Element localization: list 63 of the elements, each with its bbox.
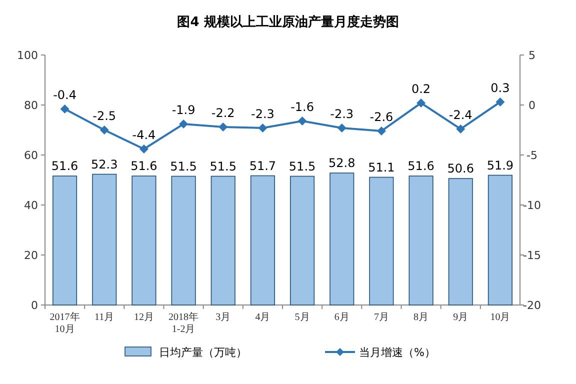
y-tick-label: 40 bbox=[24, 199, 38, 212]
point bbox=[258, 124, 268, 132]
data-label: -2.2 bbox=[211, 106, 235, 120]
data-label: -2.5 bbox=[92, 109, 116, 123]
point bbox=[496, 98, 505, 106]
point bbox=[376, 126, 386, 136]
point bbox=[337, 124, 346, 132]
x-tick-label: 8月 bbox=[414, 312, 429, 323]
y-tick-label: 100 bbox=[17, 49, 38, 62]
x-tick-label: 9月 bbox=[453, 312, 468, 323]
point bbox=[416, 98, 426, 108]
chart-title: 图4 规模以上工业原油产量月度走势图 bbox=[177, 14, 399, 30]
y-tick-label: 0 bbox=[31, 299, 38, 312]
data-label: 51.5 bbox=[210, 159, 236, 174]
x-tick-label: 2018年 1-2月 bbox=[168, 311, 199, 335]
x-tick-label: 7月 bbox=[374, 312, 389, 323]
data-label: 0.3 bbox=[490, 81, 510, 95]
data-label: -2.4 bbox=[448, 108, 472, 122]
y-tick-label: 20 bbox=[24, 249, 38, 262]
y2-tick-label: -5 bbox=[526, 149, 538, 162]
x-tick-label: 12月 bbox=[134, 312, 154, 323]
y2-tick-label: -15 bbox=[523, 249, 541, 262]
data-label: 50.6 bbox=[447, 162, 474, 176]
point bbox=[60, 104, 70, 114]
y2-tick-label: -10 bbox=[523, 199, 541, 212]
data-label: 51.5 bbox=[170, 159, 197, 174]
y2-tick-label: 5 bbox=[528, 49, 536, 62]
y2-tick-label: -20 bbox=[523, 299, 541, 312]
point bbox=[218, 122, 228, 132]
data-label: 0.2 bbox=[411, 82, 431, 96]
data-label: 52.8 bbox=[328, 156, 356, 170]
data-label: -2.3 bbox=[250, 107, 274, 121]
point bbox=[139, 144, 148, 154]
x-tick-label: 2017年 10月 bbox=[50, 311, 80, 335]
data-label: -1.9 bbox=[172, 103, 196, 117]
point bbox=[100, 126, 109, 134]
data-label: 51.9 bbox=[486, 158, 514, 172]
data-label: 51.6 bbox=[130, 159, 158, 173]
x-tick-label: 4月 bbox=[255, 312, 270, 323]
x-tick-label: 5月 bbox=[294, 312, 310, 323]
data-label: -2.6 bbox=[370, 110, 394, 124]
y-tick-label: 80 bbox=[24, 99, 38, 112]
x-tick-label: 11月 bbox=[94, 312, 114, 323]
x-tick-label: 3月 bbox=[216, 312, 231, 323]
data-label: 51.5 bbox=[288, 159, 316, 174]
data-label: 52.3 bbox=[91, 157, 118, 172]
data-label: -4.4 bbox=[132, 128, 156, 142]
y2-tick-label: 0 bbox=[528, 99, 536, 112]
legend-label: 当月增速（%） bbox=[359, 346, 436, 359]
x-tick-label: 6月 bbox=[334, 312, 350, 323]
data-label: -1.6 bbox=[290, 100, 314, 114]
legend-label: 日均产量（万吨） bbox=[159, 346, 247, 359]
data-label: 51.6 bbox=[51, 159, 78, 173]
data-label: 51.6 bbox=[408, 159, 434, 173]
data-label: 51.1 bbox=[368, 160, 395, 174]
data-label: -0.4 bbox=[53, 88, 77, 102]
data-label: -2.3 bbox=[330, 107, 354, 121]
x-tick-label: 10月 bbox=[490, 312, 510, 323]
point bbox=[456, 124, 466, 134]
point bbox=[179, 120, 188, 128]
point bbox=[298, 116, 307, 126]
data-label: 51.7 bbox=[249, 158, 276, 173]
y-tick-label: 60 bbox=[24, 149, 38, 162]
